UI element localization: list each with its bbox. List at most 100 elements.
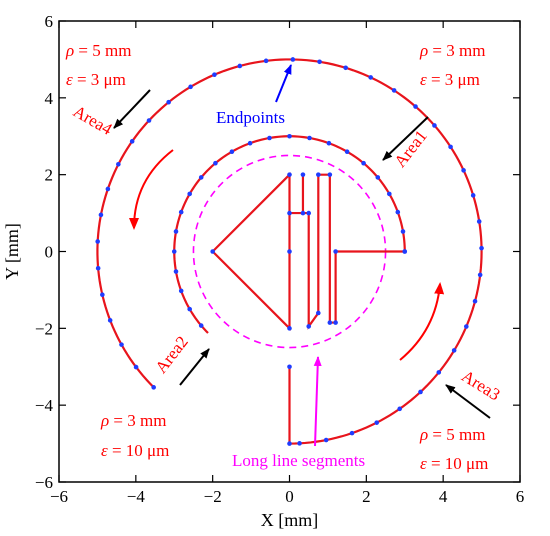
endpoint-marker [198,175,204,180]
endpoint-marker [400,229,406,234]
svg-text:ρ = 3 mm: ρ = 3 mm [419,41,485,60]
endpoint-marker [297,441,302,446]
endpoint-marker [413,104,418,109]
inner-polyline-path [211,172,405,331]
y-tick-label: 0 [45,243,54,262]
endpoint-marker [316,172,321,177]
middle-arc-path [173,135,406,334]
endpoint-marker [464,324,469,329]
endpoint-marker [479,245,484,251]
endpoint-marker [374,420,380,425]
x-tick-label: 2 [362,487,371,506]
endpoint-marker [146,118,152,123]
x-tick-label: 4 [439,487,448,506]
endpoint-marker [95,265,101,271]
y-axis-label: Y [mm] [2,223,22,280]
area4-label: Area4 [70,102,116,139]
endpoint-marker [212,72,217,77]
pointer-arrow-long-lines [313,356,322,447]
x-tick-label: −4 [127,487,146,506]
svg-text:ε = 3 μm: ε = 3 μm [420,70,480,89]
endpoint-marker [210,249,215,254]
x-tick-label: 6 [516,487,525,506]
endpoint-marker [307,135,312,141]
endpoint-marker [470,193,476,198]
endpoint-marker [316,310,321,316]
endpoint-marker [361,160,366,166]
endpoint-marker [247,140,253,146]
x-tick-label: −2 [204,487,222,506]
endpoint-marker [95,239,100,244]
endpoint-marker [287,326,292,331]
endpoint-marker [107,318,113,323]
endpoint-marker [133,364,139,370]
endpoint-marker [229,149,235,154]
endpoint-marker [287,249,292,254]
annotation-area1: ρ = 3 mm ε = 3 μm Area1 [390,41,485,171]
endpoint-marker [476,219,482,224]
y-tick-label: 2 [45,166,54,185]
endpoint-marker [477,272,483,278]
endpoint-marker [98,212,104,218]
svg-text:ε = 10 μm: ε = 10 μm [420,454,488,473]
svg-text:ρ = 5 mm: ρ = 5 mm [419,425,485,444]
pointer-arrow-endpoints [275,64,292,103]
endpoint-marker [267,135,272,141]
endpoint-marker [213,160,218,166]
x-tick-label: −6 [50,487,68,506]
endpoint-marker [129,139,135,144]
endpoint-marker [306,324,312,329]
pointer-arrow-area3 [445,384,491,419]
endpoint-marker [173,229,179,234]
axis-ticks: −6 −4 −2 0 2 4 6 −6 −4 −2 0 2 4 6 [35,12,524,506]
series-group [95,57,484,446]
endpoint-marker [436,370,442,375]
endpoint-marker [349,430,355,436]
endpoint-marker [472,298,478,304]
svg-text:ε = 3 μm: ε = 3 μm [66,70,126,89]
svg-text:ρ = 3 mm: ρ = 3 mm [100,411,166,430]
x-axis-label: X [mm] [261,510,319,530]
endpoint-marker [387,191,392,197]
endpoint-marker [326,140,332,146]
long-lines-label: Long line segments [232,451,365,470]
endpoint-marker [432,123,437,128]
endpoint-marker [100,292,105,298]
endpoint-marker [166,99,171,105]
endpoint-marker [451,348,457,353]
x-tick-label: 0 [285,487,294,506]
pointer-arrow-area2 [179,348,210,386]
endpoint-marker [173,269,179,274]
outer-arc-path [96,58,483,445]
endpoints-label: Endpoints [216,108,285,127]
endpoint-marker [306,210,312,216]
endpoint-marker [375,175,381,180]
endpoint-marker [105,186,111,192]
pointer-arrow-area4 [113,89,151,129]
endpoint-marker [323,437,329,443]
endpoint-marker [368,75,373,80]
endpoint-marker [287,133,292,139]
endpoint-marker [287,172,292,177]
endpoint-marker [198,323,204,328]
area1-label: Area1 [390,126,431,170]
endpoint-marker [287,210,292,216]
endpoint-marker [287,364,292,370]
annotation-area2: ρ = 3 mm ε = 10 μm Area2 [100,332,192,460]
svg-text:ρ = 5 mm: ρ = 5 mm [65,41,131,60]
endpoint-marker [448,144,453,150]
pointer-arrow-area1 [382,116,429,161]
endpoint-marker [327,320,333,325]
endpoint-marker [290,57,296,62]
endpoint-marker [171,249,177,254]
direction-arrow-area3 [399,282,445,361]
endpoint-marker [263,58,269,64]
endpoint-marker [327,172,333,177]
y-tick-label: −2 [35,319,53,338]
endpoint-marker [188,84,193,90]
endpoint-marker [418,389,423,395]
endpoint-marker [333,320,338,325]
endpoint-marker [317,59,322,65]
endpoint-marker [151,385,156,390]
